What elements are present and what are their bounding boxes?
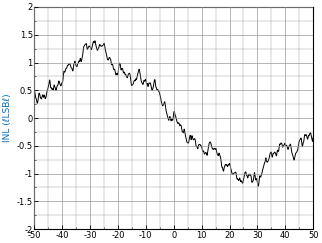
Y-axis label: INL (ℓLSBℓ): INL (ℓLSBℓ) — [4, 94, 13, 142]
